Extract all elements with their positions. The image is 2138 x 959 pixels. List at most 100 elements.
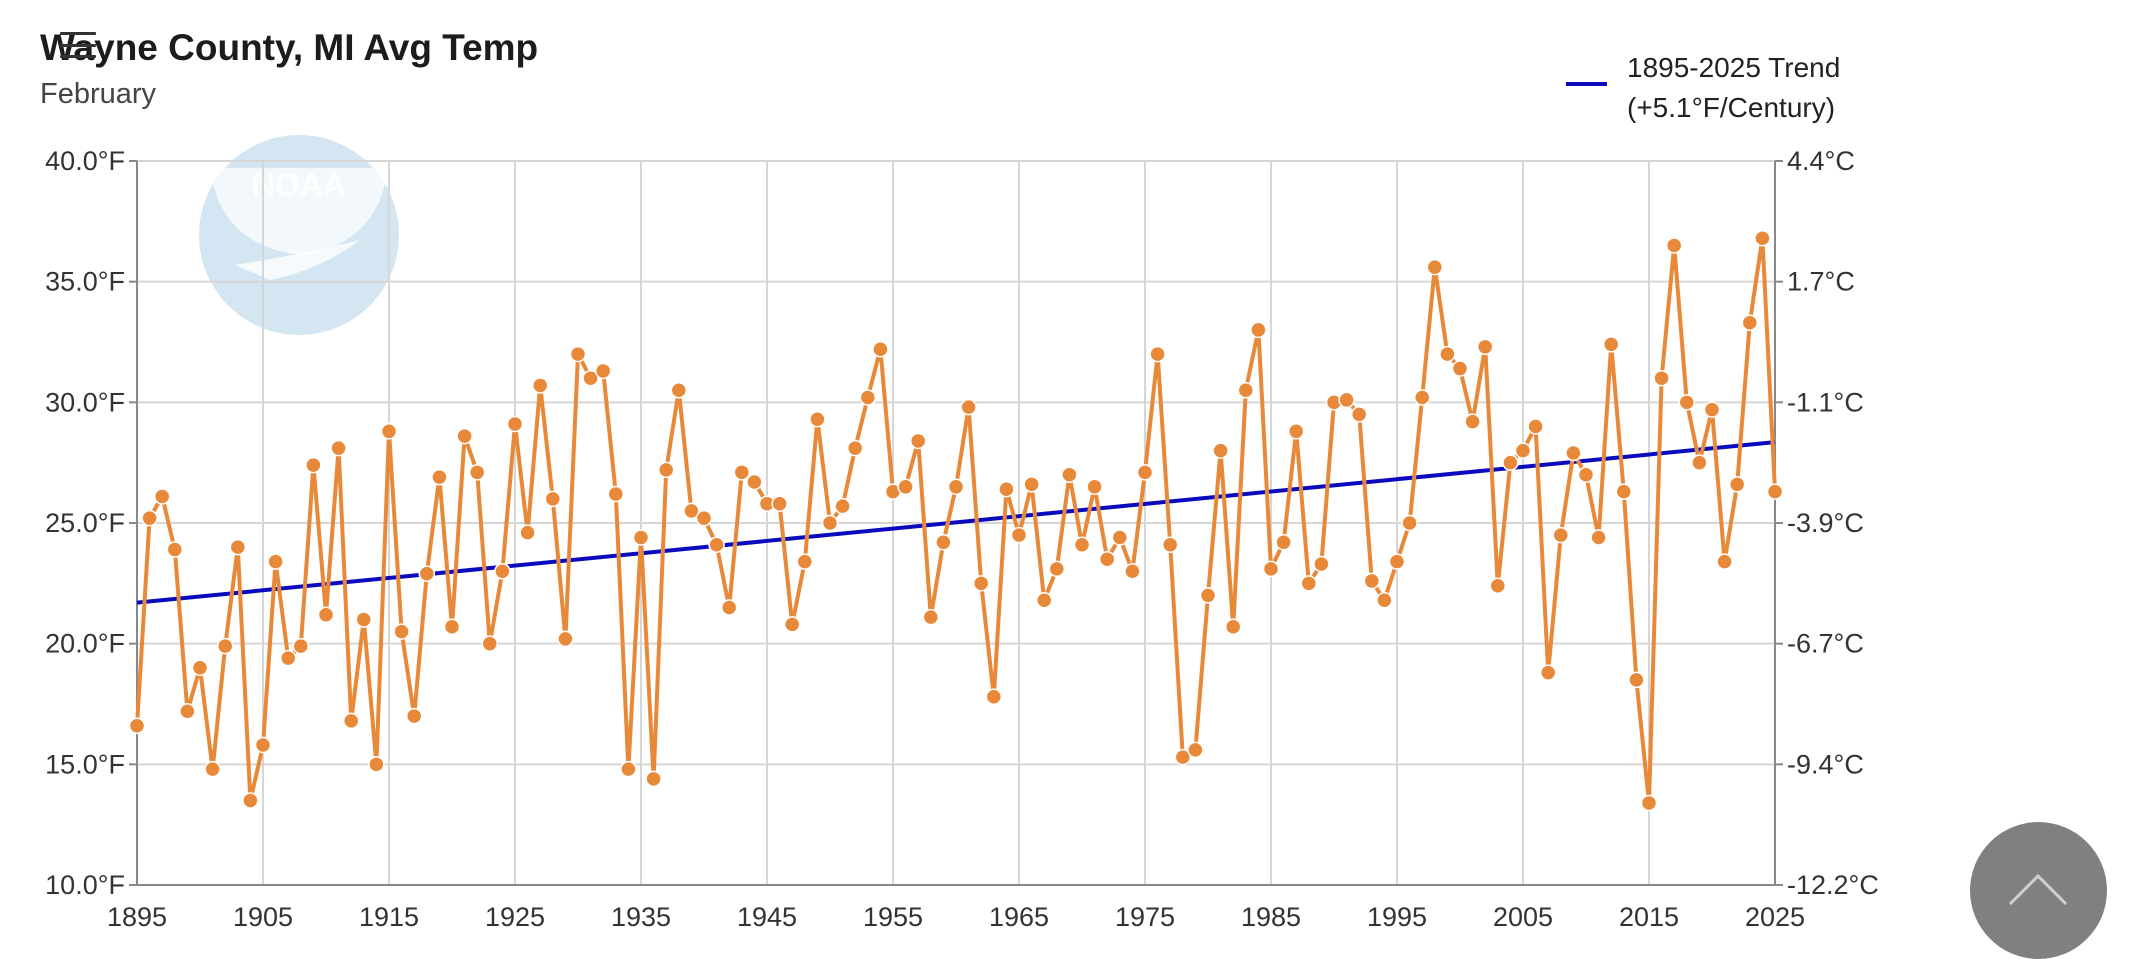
data-point[interactable] [519,524,536,541]
data-point[interactable] [695,509,713,527]
data-point[interactable] [355,611,373,628]
data-point[interactable] [1678,394,1696,411]
data-point[interactable] [746,473,763,491]
data-point[interactable] [368,756,385,773]
data-point[interactable] [153,488,171,505]
data-point[interactable] [846,439,864,457]
data-point[interactable] [191,659,209,677]
data-point[interactable] [1653,369,1670,387]
data-point[interactable] [809,410,826,428]
data-point[interactable] [305,456,322,474]
data-point[interactable] [1035,591,1053,609]
data-point[interactable] [1577,466,1595,483]
data-point[interactable] [872,340,889,358]
data-point[interactable] [254,736,272,754]
data-point[interactable] [897,478,914,496]
data-point[interactable] [380,423,398,440]
data-point[interactable] [1237,382,1255,399]
data-point[interactable] [1703,401,1721,418]
legend[interactable]: 1895-2025 Trend (+5.1°F/Century) [1566,52,1840,123]
data-point[interactable] [1363,572,1381,590]
data-point[interactable] [393,623,410,640]
data-point[interactable] [481,635,499,652]
data-point[interactable] [670,382,688,399]
data-point[interactable] [708,536,725,553]
data-point[interactable] [1728,476,1746,493]
scroll-to-top-button[interactable] [1970,822,2107,959]
data-point[interactable] [141,509,158,527]
data-point[interactable] [242,792,259,809]
data-point[interactable] [1565,444,1582,462]
data-point[interactable] [267,553,284,570]
data-point[interactable] [582,369,599,387]
data-point[interactable] [1413,389,1431,406]
data-point[interactable] [1149,345,1166,363]
data-point[interactable] [1287,423,1305,440]
data-point[interactable] [607,485,625,503]
data-point[interactable] [166,541,184,558]
data-point[interactable] [204,760,221,778]
data-point[interactable] [1174,748,1192,766]
data-point[interactable] [771,495,788,512]
data-point[interactable] [1250,321,1267,339]
data-point[interactable] [1766,483,1784,500]
data-point[interactable] [431,468,448,486]
data-point[interactable] [821,514,839,532]
data-point[interactable] [796,553,814,570]
data-point[interactable] [1691,454,1708,471]
data-point[interactable] [1048,560,1066,578]
data-point[interactable] [1539,664,1557,681]
data-point[interactable] [935,534,952,551]
data-point[interactable] [456,427,473,445]
data-point[interactable] [557,630,574,648]
data-point[interactable] [1476,338,1494,356]
data-point[interactable] [985,688,1003,706]
data-point[interactable] [229,538,247,556]
data-point[interactable] [292,637,310,655]
data-point[interactable] [998,480,1015,498]
data-point[interactable] [1388,553,1406,570]
data-point[interactable] [1161,536,1179,553]
data-point[interactable] [657,461,675,479]
data-point[interactable] [1451,360,1469,377]
data-point[interactable] [216,637,234,655]
data-point[interactable] [594,362,612,380]
data-point[interactable] [1061,466,1078,483]
data-point[interactable] [342,712,360,730]
data-point[interactable] [1224,618,1242,636]
data-point[interactable] [1602,336,1620,353]
data-point[interactable] [128,717,146,734]
data-point[interactable] [645,770,662,788]
hamburger-menu-icon[interactable] [60,32,96,58]
data-point[interactable] [1514,442,1532,459]
data-point[interactable] [1262,560,1280,578]
data-point[interactable] [1187,741,1204,759]
data-point[interactable] [1716,553,1733,570]
data-point[interactable] [1754,229,1771,247]
data-point[interactable] [1136,464,1154,481]
data-point[interactable] [1665,237,1683,254]
data-point[interactable] [1010,526,1028,544]
data-point[interactable] [531,377,549,394]
data-point[interactable] [1401,514,1418,532]
data-point[interactable] [569,345,587,363]
data-point[interactable] [834,497,851,515]
data-point[interactable] [947,478,965,496]
data-point[interactable] [1741,314,1759,331]
data-point[interactable] [1376,591,1393,609]
data-point[interactable] [1426,258,1444,276]
data-point[interactable] [1350,406,1368,423]
data-point[interactable] [1275,534,1292,551]
data-point[interactable] [720,599,738,616]
data-point[interactable] [683,502,700,520]
data-point[interactable] [632,529,650,546]
data-point[interactable] [1199,587,1217,604]
data-point[interactable] [783,616,801,633]
data-point[interactable] [1640,794,1658,812]
data-point[interactable] [330,439,347,457]
data-point[interactable] [179,702,196,720]
data-point[interactable] [1338,391,1355,409]
data-point[interactable] [1086,478,1103,496]
data-point[interactable] [405,707,423,725]
data-point[interactable] [733,464,751,481]
